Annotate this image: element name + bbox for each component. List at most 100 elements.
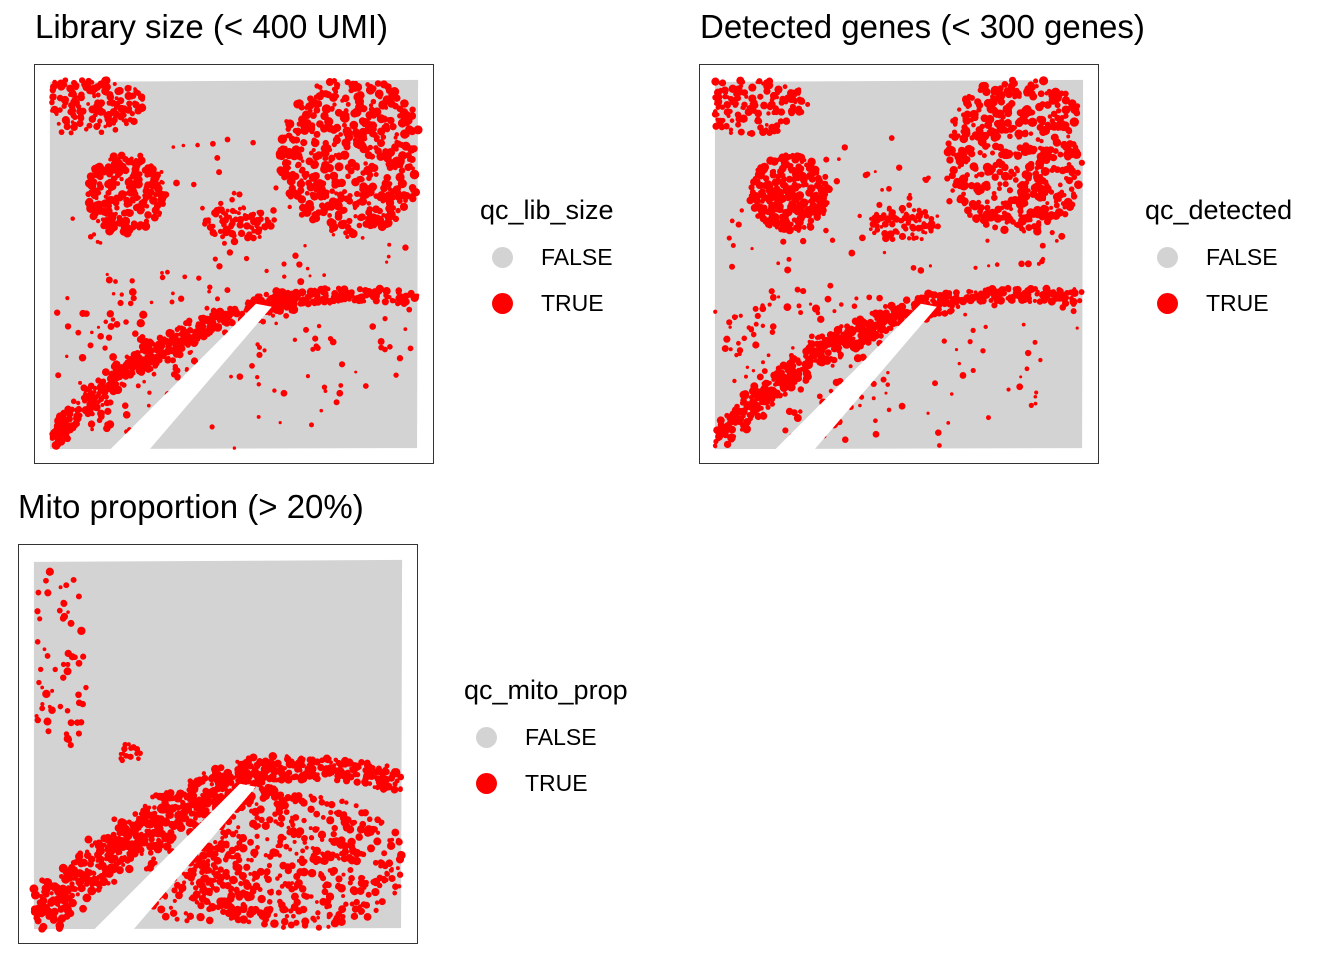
spot-true <box>318 871 323 876</box>
spot-true <box>156 171 160 175</box>
spot-true <box>401 296 408 302</box>
spot-true <box>176 351 184 359</box>
spot-true <box>212 256 218 262</box>
spot-true <box>807 199 812 204</box>
spot-true <box>728 347 733 352</box>
spot-true <box>322 754 331 763</box>
spot-true <box>957 107 962 112</box>
spot-true <box>389 297 396 304</box>
spot-true <box>281 261 287 267</box>
spot-true <box>950 188 955 193</box>
spot-true <box>115 851 120 856</box>
spot-true <box>737 128 745 136</box>
spot-true <box>227 305 234 312</box>
spot-true <box>757 181 765 189</box>
spot-true <box>1039 258 1045 265</box>
spot-true <box>78 380 83 385</box>
spot-true <box>890 220 895 225</box>
spot-true <box>298 768 303 773</box>
spot-true <box>34 716 41 724</box>
spot-true <box>885 382 891 387</box>
spot-true <box>775 178 781 184</box>
spot-true <box>328 809 334 816</box>
spot-true <box>334 84 340 90</box>
spot-true <box>796 228 801 233</box>
spot-true <box>1067 289 1074 296</box>
spot-true <box>113 279 118 284</box>
spot-true <box>161 805 171 814</box>
spot-true <box>361 809 369 817</box>
spot-true <box>791 217 797 223</box>
spot-true <box>119 855 125 862</box>
spot-true <box>80 384 88 392</box>
spot-true <box>147 850 154 856</box>
spot-true <box>1013 89 1022 99</box>
spot-true <box>1070 308 1077 315</box>
spot-true <box>55 81 59 86</box>
spot-true <box>338 132 344 137</box>
spot-true <box>797 171 805 179</box>
spot-true <box>235 906 240 911</box>
spot-true <box>385 220 393 227</box>
spot-true <box>86 877 94 885</box>
spot-true <box>382 766 389 773</box>
spot-true <box>300 159 305 163</box>
spot-true <box>48 706 56 714</box>
spot-true <box>125 856 132 863</box>
spot-true <box>758 211 764 218</box>
spot-true <box>272 388 277 393</box>
spot-true <box>113 321 121 328</box>
spot-true <box>766 198 773 205</box>
spot-true <box>876 294 883 302</box>
spot-true <box>928 215 935 222</box>
spot-true <box>333 810 339 816</box>
spot-true <box>257 234 262 240</box>
spot-true <box>366 175 372 182</box>
spot-true <box>61 103 67 109</box>
spot-true <box>865 339 872 346</box>
spot-true <box>950 118 956 124</box>
spot-true <box>258 816 265 824</box>
spot-true <box>352 162 360 171</box>
spot-true <box>766 353 771 358</box>
spot-true <box>1024 366 1030 372</box>
spot-true <box>309 112 317 120</box>
spot-true <box>774 85 783 94</box>
spot-true <box>1010 196 1020 205</box>
spot-true <box>349 120 359 130</box>
spot-true <box>753 321 759 327</box>
spot-true <box>1008 168 1015 175</box>
spot-true <box>71 91 77 97</box>
spot-true <box>827 282 834 289</box>
spot-true <box>890 305 900 315</box>
spot-true <box>252 854 257 859</box>
spot-true <box>366 201 372 206</box>
spot-true <box>292 337 298 343</box>
spot-true <box>839 302 844 307</box>
spot-true <box>1003 119 1011 126</box>
spot-true <box>79 885 86 892</box>
spot-true <box>119 381 125 387</box>
spot-true <box>43 577 49 584</box>
spot-true <box>79 858 88 867</box>
spot-true <box>153 171 158 177</box>
spot-true <box>324 293 329 299</box>
spot-true <box>973 216 980 224</box>
spot-true <box>135 383 141 389</box>
spot-true <box>750 383 755 387</box>
spot-true <box>96 383 105 392</box>
spot-true <box>382 346 388 353</box>
spot-true <box>732 96 739 103</box>
spot-true <box>300 139 308 147</box>
spot-true <box>314 344 321 351</box>
spot-true <box>870 380 877 387</box>
spot-true <box>1066 134 1071 139</box>
spot-true <box>179 345 186 352</box>
spot-true <box>779 361 788 370</box>
spots-true-group <box>711 76 1085 449</box>
spot-true <box>56 917 62 923</box>
spot-true <box>327 335 334 342</box>
spot-true <box>86 391 95 401</box>
spot-true <box>170 822 175 827</box>
spot-true <box>119 176 124 182</box>
